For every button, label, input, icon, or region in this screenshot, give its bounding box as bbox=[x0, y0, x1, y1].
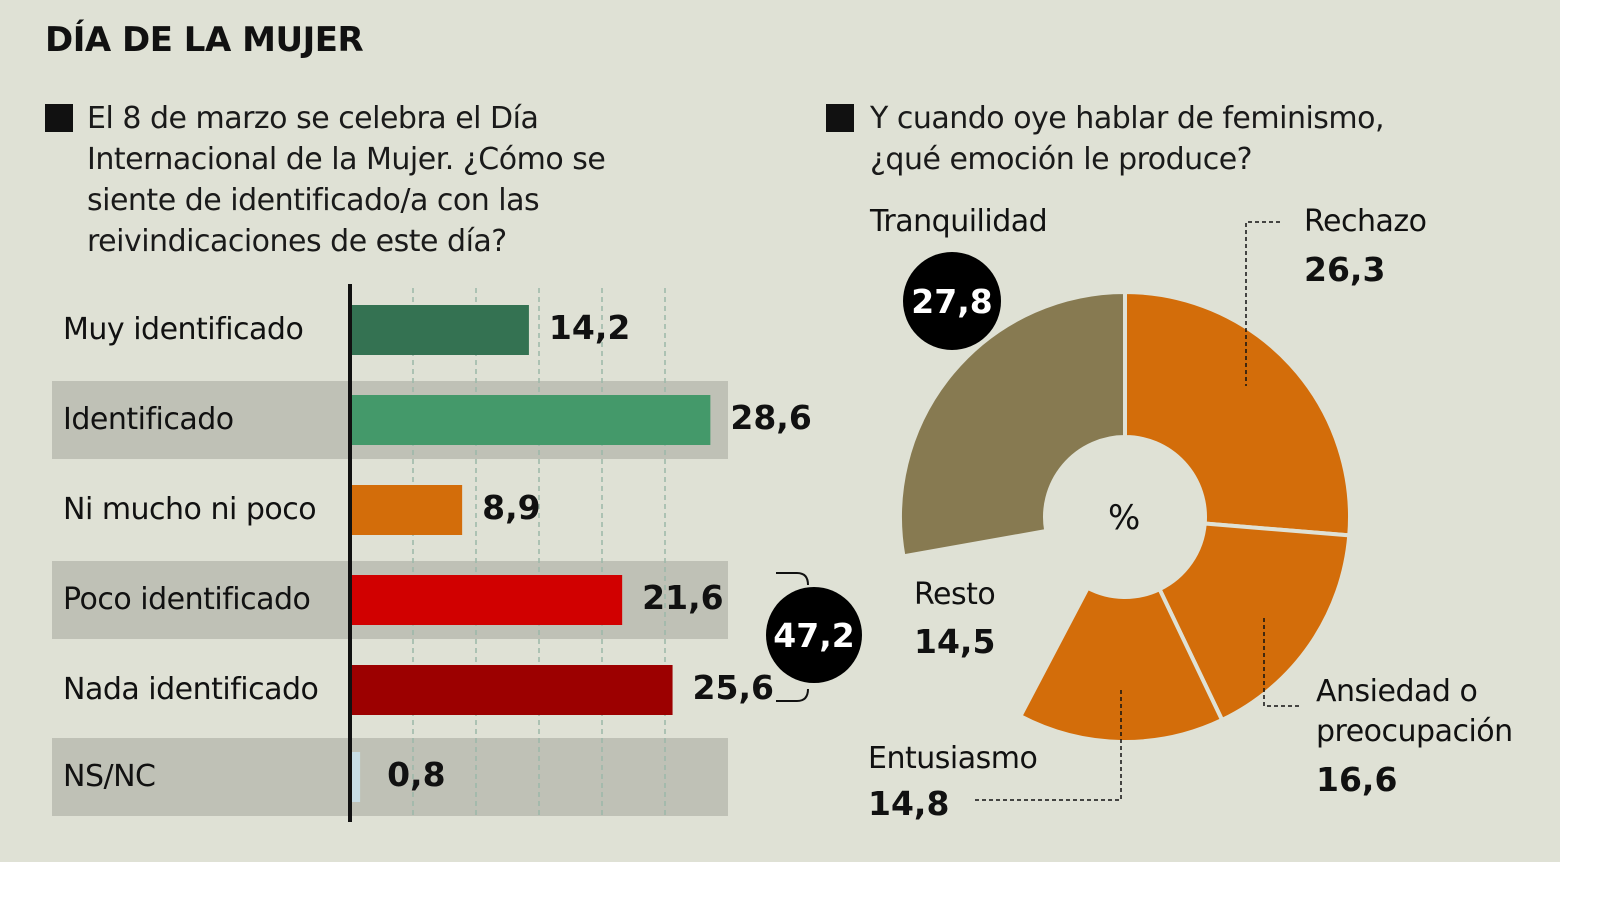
category-label: Poco identificado bbox=[63, 582, 311, 617]
slice-label-entusiasmo: Entusiasmo bbox=[868, 741, 1038, 776]
leader-line bbox=[1245, 221, 1280, 386]
question-line: ¿qué emoción le produce? bbox=[870, 142, 1253, 177]
slice-label-rechazo: Rechazo bbox=[1304, 204, 1427, 239]
slice-value-tranquilidad: 27,8 bbox=[903, 252, 1001, 350]
bar bbox=[350, 752, 361, 802]
infographic: DÍA DE LA MUJER El 8 de marzo se celebra… bbox=[0, 0, 1560, 862]
question-line: Internacional de la Mujer. ¿Cómo se bbox=[87, 142, 606, 177]
value-label: 14,2 bbox=[548, 308, 631, 347]
slice-label-ansiedad: Ansiedad o preocupación bbox=[1316, 674, 1513, 749]
category-label: Nada identificado bbox=[63, 672, 319, 707]
category-label: Muy identificado bbox=[63, 312, 304, 347]
pie-question: Y cuando oye hablar de feminismo, ¿qué e… bbox=[870, 98, 1385, 180]
bar bbox=[350, 665, 673, 715]
row-band bbox=[52, 738, 728, 816]
center-percent-label: % bbox=[1108, 498, 1140, 538]
bar bbox=[350, 395, 711, 445]
slice-value-ansiedad: 16,6 bbox=[1316, 760, 1398, 799]
bracket bbox=[776, 572, 809, 702]
question-line: reivindicaciones de este día? bbox=[87, 224, 507, 259]
donut-slice bbox=[898, 289, 1127, 559]
slice-label-resto: Resto bbox=[914, 577, 996, 612]
value-label: 0,8 bbox=[387, 755, 446, 794]
bar bbox=[350, 305, 529, 355]
value-label: 8,9 bbox=[482, 488, 541, 527]
square-bullet-icon bbox=[45, 104, 73, 132]
donut-slice bbox=[1156, 521, 1352, 723]
leader-line bbox=[1263, 618, 1300, 707]
question-line: siente de identificado/a con las bbox=[87, 183, 540, 218]
bar bbox=[350, 575, 623, 625]
donut-slice bbox=[1017, 585, 1225, 744]
bar-question: El 8 de marzo se celebra el Día Internac… bbox=[87, 98, 606, 262]
slice-value-entusiasmo: 14,8 bbox=[868, 784, 950, 823]
square-bullet-icon bbox=[826, 104, 854, 132]
category-label: NS/NC bbox=[63, 759, 156, 794]
category-label: Identificado bbox=[63, 402, 234, 437]
leader-line bbox=[975, 690, 1122, 801]
page-title: DÍA DE LA MUJER bbox=[45, 20, 364, 60]
category-label: Ni mucho ni poco bbox=[63, 492, 317, 527]
question-line: El 8 de marzo se celebra el Día bbox=[87, 101, 539, 136]
slice-label-tranquilidad: Tranquilidad bbox=[870, 204, 1048, 239]
donut-slice bbox=[1123, 289, 1352, 538]
question-line: Y cuando oye hablar de feminismo, bbox=[870, 101, 1385, 136]
total-bubble: 47,2 bbox=[766, 587, 862, 683]
slice-value-rechazo: 26,3 bbox=[1304, 250, 1386, 289]
bar-chart bbox=[52, 284, 809, 822]
bar bbox=[350, 485, 463, 535]
value-label: 25,6 bbox=[692, 668, 774, 707]
value-label: 28,6 bbox=[730, 398, 812, 437]
slice-value-resto: 14,5 bbox=[914, 622, 996, 661]
value-label: 21,6 bbox=[642, 578, 724, 617]
donut-chart bbox=[898, 221, 1352, 801]
